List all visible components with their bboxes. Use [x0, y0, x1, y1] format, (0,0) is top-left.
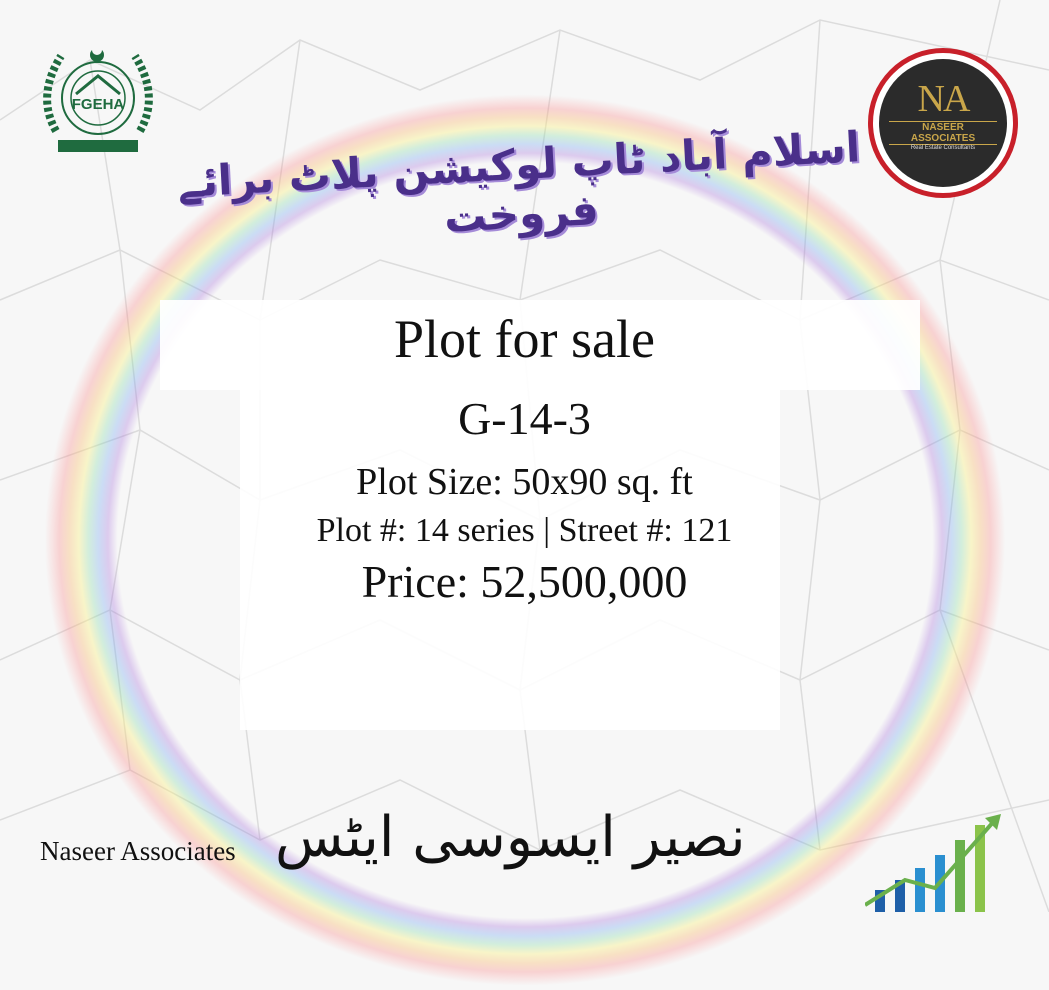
plot-street: Plot #: 14 series | Street #: 121: [316, 512, 733, 549]
text-backdrop: [240, 390, 780, 730]
background-pattern: [0, 0, 1049, 912]
fgeha-emblem-logo: FGEHA: [43, 50, 153, 152]
plot-size: Plot Size: 50x90 sq. ft: [356, 461, 693, 503]
price: Price: 52,500,000: [361, 556, 688, 607]
company-name-urdu: نصیر ایسوسی ایٹس: [275, 805, 746, 870]
logo-tagline: Real Estate Consultants: [910, 145, 976, 151]
growth-chart-icon: [865, 814, 1001, 912]
logo-name: NASEER ASSOCIATES: [889, 121, 997, 145]
headline: Plot for sale: [394, 309, 655, 369]
naseer-associates-logo: NA NASEER ASSOCIATES Real Estate Consult…: [868, 48, 1018, 198]
sector: G-14-3: [458, 393, 591, 444]
company-name-english: Naseer Associates: [40, 836, 236, 866]
text-backdrop: [160, 300, 920, 390]
fgeha-logo-text: FGEHA: [72, 96, 125, 113]
logo-monogram: NA: [917, 78, 971, 120]
